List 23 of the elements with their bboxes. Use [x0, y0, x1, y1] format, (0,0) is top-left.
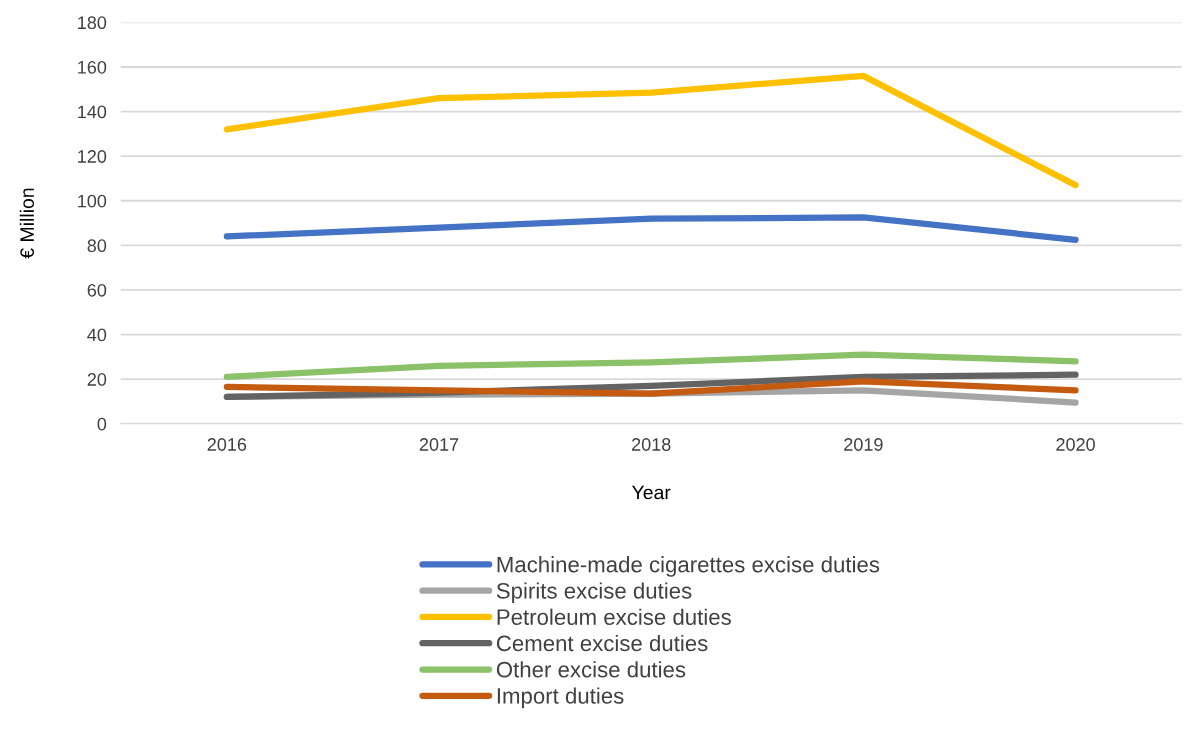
x-tick-label: 2020: [1056, 438, 1095, 451]
x-tick-label: 2016: [207, 438, 247, 451]
y-tick-label: 120: [78, 150, 107, 163]
legend-label: Spirits excise duties: [496, 582, 692, 604]
y-tick-label: 140: [78, 105, 107, 119]
legend-label: Cement excise duties: [496, 634, 708, 652]
y-tick-label: 160: [78, 60, 107, 74]
x-axis-title: Year: [631, 485, 671, 500]
legend-label: Machine-made cigarettes excise duties: [497, 556, 880, 577]
y-tick-label: 20: [87, 373, 107, 386]
y-tick-label: 180: [78, 16, 107, 30]
legend-label: Import duties: [497, 687, 624, 709]
y-tick-label: 60: [87, 283, 107, 297]
x-tick-label: 2019: [844, 438, 883, 451]
y-tick-label: 0: [97, 417, 107, 431]
x-tick-label: 2018: [632, 438, 671, 451]
x-tick-label: 2017: [419, 438, 459, 451]
legend-label: Other excise duties: [496, 661, 686, 678]
y-axis-title: € Million: [19, 188, 35, 259]
y-tick-label: 100: [78, 194, 107, 208]
y-tick-label: 80: [87, 239, 107, 253]
y-tick-label: 40: [87, 328, 107, 342]
legend-label: Petroleum excise duties: [497, 608, 731, 625]
